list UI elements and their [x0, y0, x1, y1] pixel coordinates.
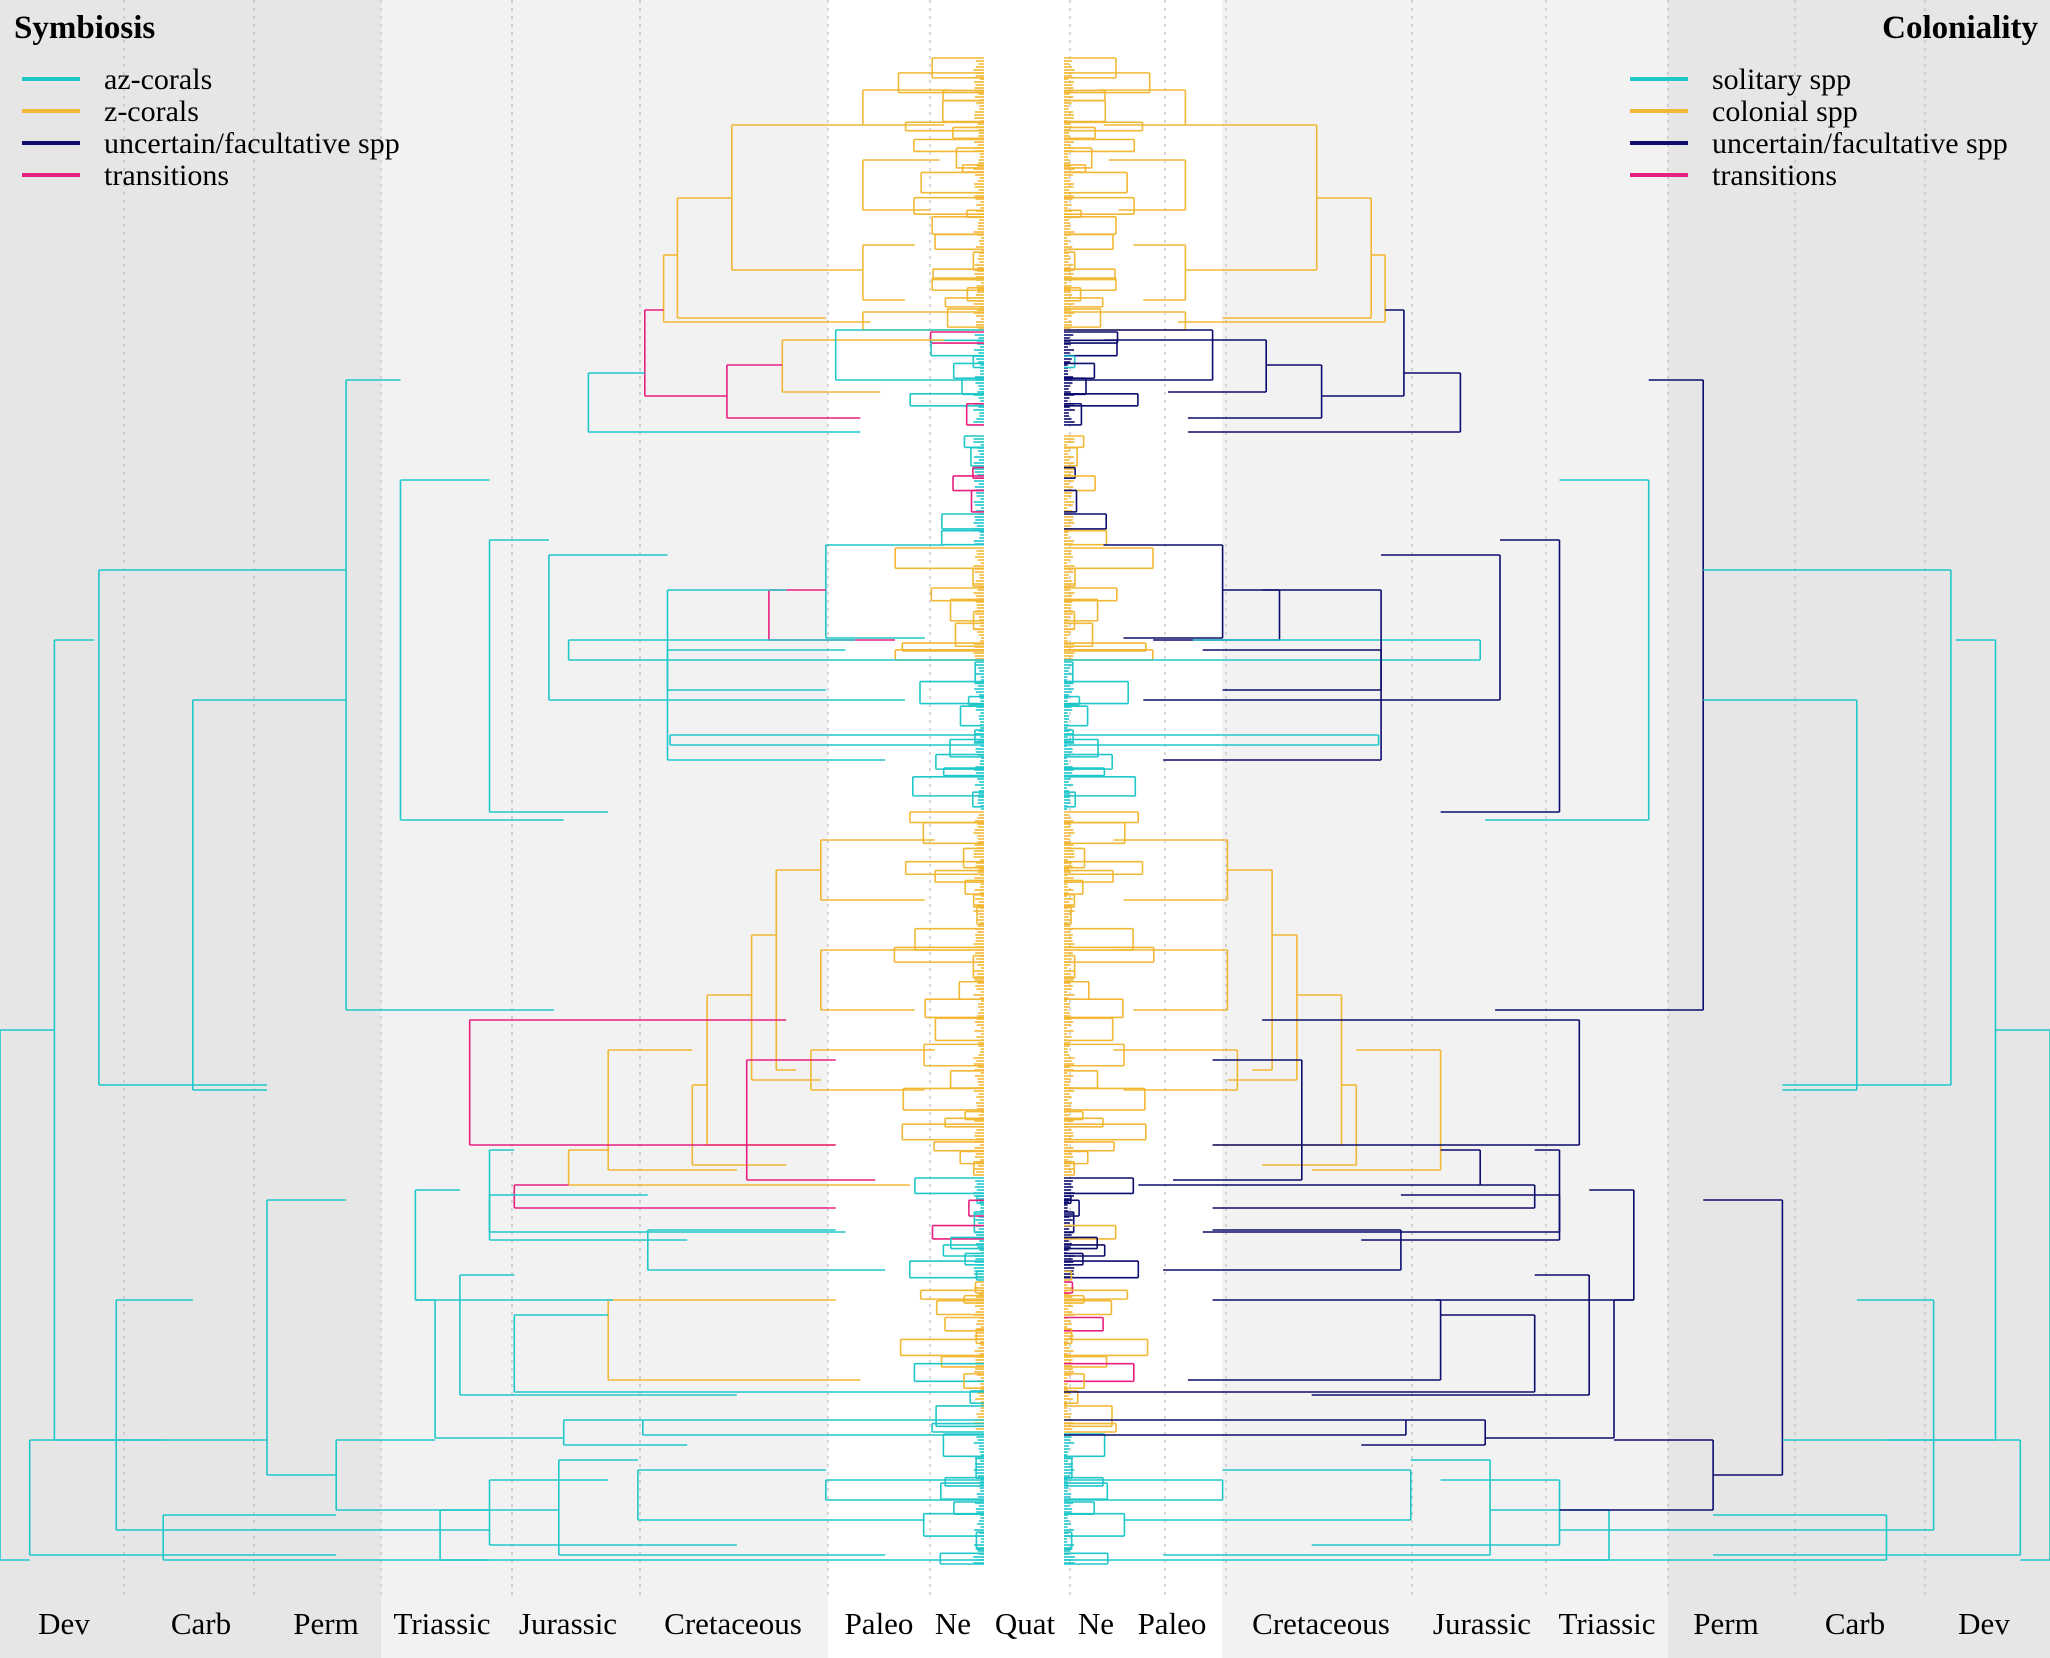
legend-label: uncertain/facultative spp: [104, 127, 400, 160]
legend-label: transitions: [104, 159, 229, 192]
era-label-perm: Perm: [1693, 1606, 1758, 1641]
era-label-carb: Carb: [1825, 1606, 1885, 1641]
era-label-neogene: Ne: [935, 1606, 971, 1641]
legend-label: transitions: [1712, 159, 1837, 192]
era-label-jurassic: Jurassic: [1433, 1606, 1531, 1641]
left-panel-title: Symbiosis: [14, 10, 155, 46]
coloniality-tree: [1064, 57, 2050, 1565]
era-label-perm: Perm: [293, 1606, 358, 1641]
legend-item-uncertain: uncertain/facultative spp: [22, 127, 400, 160]
era-label-paleo: Paleo: [1138, 1606, 1207, 1641]
legend-item-transitions: transitions: [1630, 159, 1837, 192]
legend-label: colonial spp: [1712, 95, 1858, 128]
legend-item-colonial: colonial spp: [1630, 95, 1858, 128]
era-label-triassic: Triassic: [1558, 1606, 1655, 1641]
right-panel-title: Coloniality: [1882, 10, 2038, 46]
legend-label: z-corals: [104, 95, 199, 128]
period-band: [0, 0, 381, 1658]
era-label-cretaceous: Cretaceous: [1252, 1606, 1390, 1641]
era-label-neogene: Ne: [1078, 1606, 1114, 1641]
symbiosis-tree: [0, 57, 984, 1565]
period-boundary-lines: [123, 0, 1926, 1596]
era-label-carb: Carb: [171, 1606, 231, 1641]
legend-item-z-corals: z-corals: [22, 95, 199, 128]
coloniality-legend: solitary spp colonial spp uncertain/facu…: [1630, 63, 2008, 192]
legend-item-az-corals: az-corals: [22, 63, 212, 96]
time-axis-labels: Dev Carb Perm Triassic Jurassic Cretaceo…: [38, 1606, 2010, 1641]
period-band: [1222, 0, 1668, 1658]
legend-item-uncertain: uncertain/facultative spp: [1630, 127, 2008, 160]
era-label-triassic: Triassic: [393, 1606, 490, 1641]
legend-label: az-corals: [104, 63, 212, 96]
legend-label: solitary spp: [1712, 63, 1851, 96]
era-label-jurassic: Jurassic: [519, 1606, 617, 1641]
period-band: [381, 0, 828, 1658]
era-label-cretaceous: Cretaceous: [664, 1606, 802, 1641]
era-label-paleo: Paleo: [845, 1606, 914, 1641]
period-band: [1668, 0, 2050, 1658]
center-gap: [984, 0, 1064, 1658]
symbiosis-legend: az-corals z-corals uncertain/facultative…: [22, 63, 400, 192]
legend-label: uncertain/facultative spp: [1712, 127, 2008, 160]
legend-item-transitions: transitions: [22, 159, 229, 192]
era-label-quaternary: Quat: [995, 1606, 1056, 1641]
era-label-dev: Dev: [1958, 1606, 2010, 1641]
era-label-dev: Dev: [38, 1606, 90, 1641]
legend-item-solitary: solitary spp: [1630, 63, 1851, 96]
